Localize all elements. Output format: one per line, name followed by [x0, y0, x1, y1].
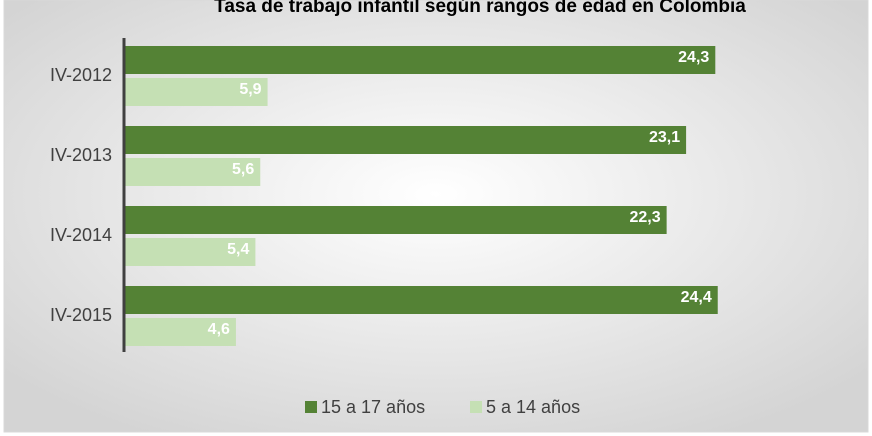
data-label: 24,3 — [678, 49, 709, 66]
bar — [124, 286, 718, 314]
bar — [124, 46, 716, 74]
y-tick-label: IV-2015 — [50, 305, 112, 325]
y-tick-label: IV-2014 — [50, 225, 112, 245]
legend-swatch — [305, 401, 317, 413]
data-label: 24,4 — [681, 289, 712, 306]
bar — [124, 126, 687, 154]
chart-title: Tasa de trabajo infantil según rangos de… — [214, 0, 746, 17]
data-label: 5,6 — [232, 161, 254, 178]
legend-label: 5 a 14 años — [486, 397, 580, 417]
legend-swatch — [470, 401, 482, 413]
data-label: 5,9 — [239, 81, 261, 98]
bar — [124, 78, 268, 106]
bar — [124, 238, 256, 266]
bar — [124, 158, 261, 186]
data-label: 23,1 — [649, 129, 680, 146]
legend-label: 15 a 17 años — [321, 397, 425, 417]
bar — [124, 206, 667, 234]
bar — [124, 318, 236, 346]
y-tick-label: IV-2013 — [50, 145, 112, 165]
data-label: 5,4 — [227, 241, 249, 258]
data-label: 22,3 — [629, 209, 660, 226]
data-label: 4,6 — [208, 321, 230, 338]
y-tick-label: IV-2012 — [50, 65, 112, 85]
